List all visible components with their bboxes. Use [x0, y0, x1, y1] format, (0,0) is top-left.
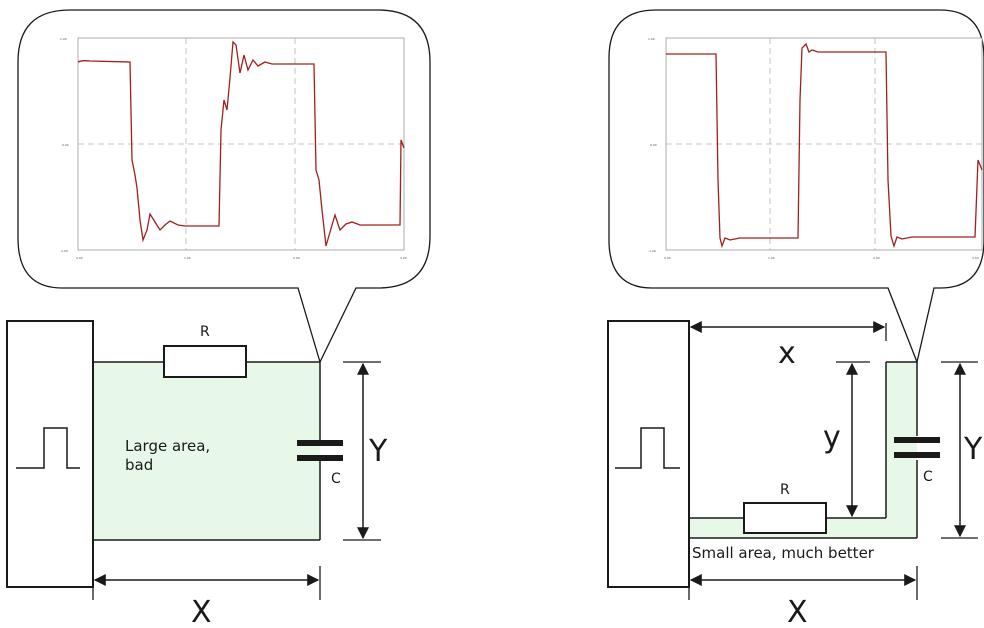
right-pulse-source: [607, 320, 690, 588]
right-ytick-mid: 0.00: [650, 143, 657, 147]
right-xtick-1: 1.00: [768, 256, 775, 260]
right-area-text: Small area, much better: [692, 544, 875, 562]
left-loop-area: [93, 362, 320, 540]
right-capacitor-icon: [894, 437, 940, 458]
left-resistor-icon: [163, 345, 247, 378]
right-xtick-3: 3.00: [972, 256, 979, 260]
right-pulse-source-icon: [615, 427, 680, 469]
left-waveform-plot: 1.00 0.00 -1.00 0.00 1.00 2.00 3.00: [60, 37, 407, 260]
left-waveform-trace: [77, 40, 405, 247]
left-xtick-1: 1.00: [184, 256, 191, 260]
right-panel: 1.00 0.00 -1.00 0.00 1.00 2.00 3.00 R: [607, 9, 984, 628]
left-xtick-0: 0.00: [76, 256, 83, 260]
left-area-text-line2: bad: [125, 456, 153, 474]
left-capacitor-icon: [297, 440, 343, 461]
right-ytick-top: 1.00: [648, 37, 655, 41]
left-area-text-line1: Large area,: [125, 437, 210, 455]
left-pulse-source: [6, 320, 94, 588]
right-inner-width-label: x: [778, 336, 796, 371]
left-ytick-top: 1.00: [60, 37, 67, 41]
right-inner-height-label: y: [823, 420, 841, 455]
right-waveform-trace: [666, 42, 983, 249]
right-ytick-bot: -1.00: [648, 249, 656, 253]
right-plot-frame: [665, 37, 983, 251]
right-loop-area: [689, 362, 917, 538]
left-xtick-3: 3.00: [400, 256, 407, 260]
left-ytick-mid: 0.00: [62, 143, 69, 147]
right-resistor-label: R: [780, 482, 790, 498]
left-panel: 1.00 0.00 -1.00 0.00 1.00 2.00 3.00 R C: [6, 9, 431, 628]
right-resistor-icon: [743, 502, 827, 534]
left-width-label: X: [191, 595, 212, 628]
left-xtick-2: 2.00: [293, 256, 300, 260]
left-ytick-bot: -1.00: [60, 249, 68, 253]
right-capacitor-label: C: [923, 469, 933, 485]
right-height-label: Y: [963, 432, 983, 467]
left-height-label: Y: [368, 434, 388, 469]
right-waveform-plot: 1.00 0.00 -1.00 0.00 1.00 2.00 3.00: [648, 37, 983, 260]
right-xtick-0: 0.00: [664, 256, 671, 260]
left-pulse-source-icon: [16, 427, 80, 469]
left-capacitor-label: C: [331, 471, 341, 487]
left-resistor-label: R: [200, 324, 210, 340]
right-xtick-2: 2.00: [873, 256, 880, 260]
right-width-label: X: [787, 595, 808, 628]
